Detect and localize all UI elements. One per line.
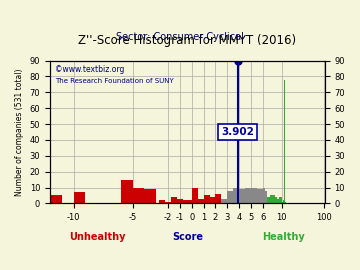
Bar bbox=[215, 194, 221, 203]
Bar bbox=[284, 80, 285, 203]
Bar bbox=[239, 189, 245, 203]
Title: Z''-Score Histogram for MMYT (2016): Z''-Score Histogram for MMYT (2016) bbox=[78, 34, 296, 47]
Bar bbox=[177, 199, 183, 203]
Text: ©www.textbiz.org: ©www.textbiz.org bbox=[55, 65, 125, 74]
Bar bbox=[283, 200, 284, 203]
Bar bbox=[265, 191, 267, 203]
Bar bbox=[183, 200, 189, 203]
Bar bbox=[171, 197, 177, 203]
Bar bbox=[279, 197, 282, 203]
Bar bbox=[50, 195, 62, 203]
Bar bbox=[245, 188, 251, 203]
Bar bbox=[263, 188, 265, 203]
Bar bbox=[132, 188, 144, 203]
Bar bbox=[227, 191, 233, 203]
Text: Score: Score bbox=[172, 232, 203, 242]
Bar bbox=[210, 197, 215, 203]
Bar bbox=[267, 197, 270, 203]
Bar bbox=[221, 199, 227, 203]
Bar bbox=[233, 188, 239, 203]
Bar bbox=[159, 200, 165, 203]
Bar bbox=[204, 195, 210, 203]
Bar bbox=[189, 200, 195, 203]
Bar bbox=[277, 199, 279, 203]
Bar bbox=[121, 180, 132, 203]
Bar bbox=[257, 189, 263, 203]
Bar bbox=[198, 199, 204, 203]
Bar bbox=[272, 195, 275, 203]
Text: Unhealthy: Unhealthy bbox=[69, 232, 125, 242]
Bar bbox=[73, 192, 85, 203]
Text: Healthy: Healthy bbox=[262, 232, 305, 242]
Y-axis label: Number of companies (531 total): Number of companies (531 total) bbox=[15, 68, 24, 196]
Bar bbox=[270, 195, 272, 203]
Text: The Research Foundation of SUNY: The Research Foundation of SUNY bbox=[55, 78, 174, 84]
Bar bbox=[251, 188, 257, 203]
Text: Sector: Consumer Cyclical: Sector: Consumer Cyclical bbox=[116, 32, 244, 42]
Text: 3.902: 3.902 bbox=[221, 127, 254, 137]
Bar bbox=[144, 189, 156, 203]
Bar bbox=[165, 202, 171, 203]
Bar bbox=[192, 188, 198, 203]
Bar bbox=[275, 197, 277, 203]
